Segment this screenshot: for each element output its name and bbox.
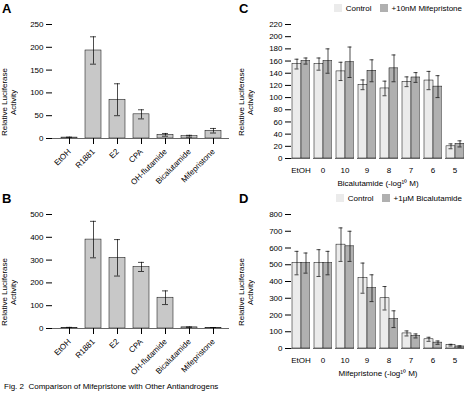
svg-text:E2: E2	[107, 147, 121, 161]
svg-text:9: 9	[365, 166, 370, 175]
svg-text:250: 250	[30, 20, 44, 29]
svg-text:100: 100	[269, 93, 283, 102]
svg-text:8: 8	[387, 356, 392, 365]
svg-text:50: 50	[35, 111, 44, 120]
svg-text:CPA: CPA	[127, 147, 145, 165]
html-text:Relative Luciferase Activity: Relative Luciferase Activity	[237, 258, 255, 326]
svg-text:0: 0	[39, 324, 44, 333]
svg-text:200: 200	[30, 278, 44, 287]
svg-text:500: 500	[30, 210, 44, 219]
svg-text:7: 7	[409, 356, 414, 365]
svg-text:600: 600	[269, 244, 283, 253]
svg-text:R1881: R1881	[74, 337, 97, 360]
svg-text:OH-flutamide: OH-flutamide	[129, 147, 169, 187]
svg-text:0: 0	[278, 344, 283, 353]
svg-text:200: 200	[30, 43, 44, 52]
html-text:B: B	[2, 190, 12, 206]
svg-text:9: 9	[365, 356, 370, 365]
svg-text:0: 0	[321, 166, 326, 175]
svg-text:200: 200	[269, 311, 283, 320]
svg-text:R1881: R1881	[74, 147, 97, 170]
svg-text:Mifepristone: Mifepristone	[180, 337, 218, 375]
svg-text:Bicalutamide (-log¹⁰ M): Bicalutamide (-log¹⁰ M)	[337, 179, 419, 188]
svg-text:EtOH: EtOH	[291, 356, 311, 365]
svg-text:100: 100	[30, 88, 44, 97]
svg-text:60: 60	[274, 118, 283, 127]
svg-text:100: 100	[269, 327, 283, 336]
svg-text:700: 700	[269, 227, 283, 236]
svg-text:E2: E2	[107, 337, 121, 351]
svg-text:400: 400	[30, 233, 44, 242]
svg-text:7: 7	[409, 166, 414, 175]
svg-text:6: 6	[431, 356, 436, 365]
svg-text:300: 300	[269, 294, 283, 303]
svg-text:100: 100	[30, 301, 44, 310]
svg-text:120: 120	[269, 81, 283, 90]
svg-text:5: 5	[453, 356, 458, 365]
svg-text:CPA: CPA	[127, 337, 145, 355]
svg-text:Mifepristone: Mifepristone	[180, 147, 218, 185]
html-text:+1μM Bicalutamide: +1μM Bicalutamide	[393, 193, 462, 203]
svg-text:10: 10	[341, 166, 350, 175]
svg-text:500: 500	[269, 260, 283, 269]
svg-text:40: 40	[274, 130, 283, 139]
svg-text:160: 160	[269, 57, 283, 66]
svg-text:EtOH: EtOH	[291, 166, 311, 175]
html-text:D: D	[239, 190, 249, 206]
svg-text:10: 10	[341, 356, 350, 365]
svg-text:150: 150	[30, 66, 44, 75]
svg-text:0: 0	[278, 154, 283, 163]
html-text:Relative Luciferase Activity: Relative Luciferase Activity	[237, 68, 255, 136]
svg-text:OH-flutamide: OH-flutamide	[129, 337, 169, 377]
svg-text:Bicalutamide: Bicalutamide	[154, 337, 193, 376]
svg-text:400: 400	[269, 277, 283, 286]
svg-text:300: 300	[30, 256, 44, 265]
svg-text:200: 200	[269, 32, 283, 41]
svg-text:180: 180	[269, 44, 283, 53]
svg-text:20: 20	[274, 142, 283, 151]
svg-text:140: 140	[269, 69, 283, 78]
svg-text:6: 6	[431, 166, 436, 175]
svg-text:EtOH: EtOH	[53, 147, 73, 167]
html-text:Control: Control	[345, 3, 372, 13]
svg-text:Mifepristone (-log¹⁰ M): Mifepristone (-log¹⁰ M)	[338, 369, 417, 378]
html-text:A: A	[2, 0, 12, 16]
html-text:Control: Control	[347, 193, 374, 203]
svg-text:800: 800	[269, 210, 283, 219]
html-text:Fig. 2 Comparison of Mifeprist: Fig. 2 Comparison of Mifepristone with O…	[4, 382, 219, 391]
svg-text:8: 8	[387, 166, 392, 175]
html-text:Relative Luciferase Activity: Relative Luciferase Activity	[0, 68, 18, 136]
svg-text:0: 0	[321, 356, 326, 365]
svg-text:Bicalutamide: Bicalutamide	[154, 147, 193, 186]
svg-text:0: 0	[39, 134, 44, 143]
svg-text:EtOH: EtOH	[53, 337, 73, 357]
svg-text:220: 220	[269, 20, 283, 29]
html-text:+10nM Mifepristone: +10nM Mifepristone	[391, 3, 462, 13]
html-text:Relative Luciferase Activity: Relative Luciferase Activity	[0, 258, 18, 326]
svg-text:5: 5	[453, 166, 458, 175]
html-text:C: C	[239, 0, 249, 16]
svg-text:80: 80	[274, 105, 283, 114]
